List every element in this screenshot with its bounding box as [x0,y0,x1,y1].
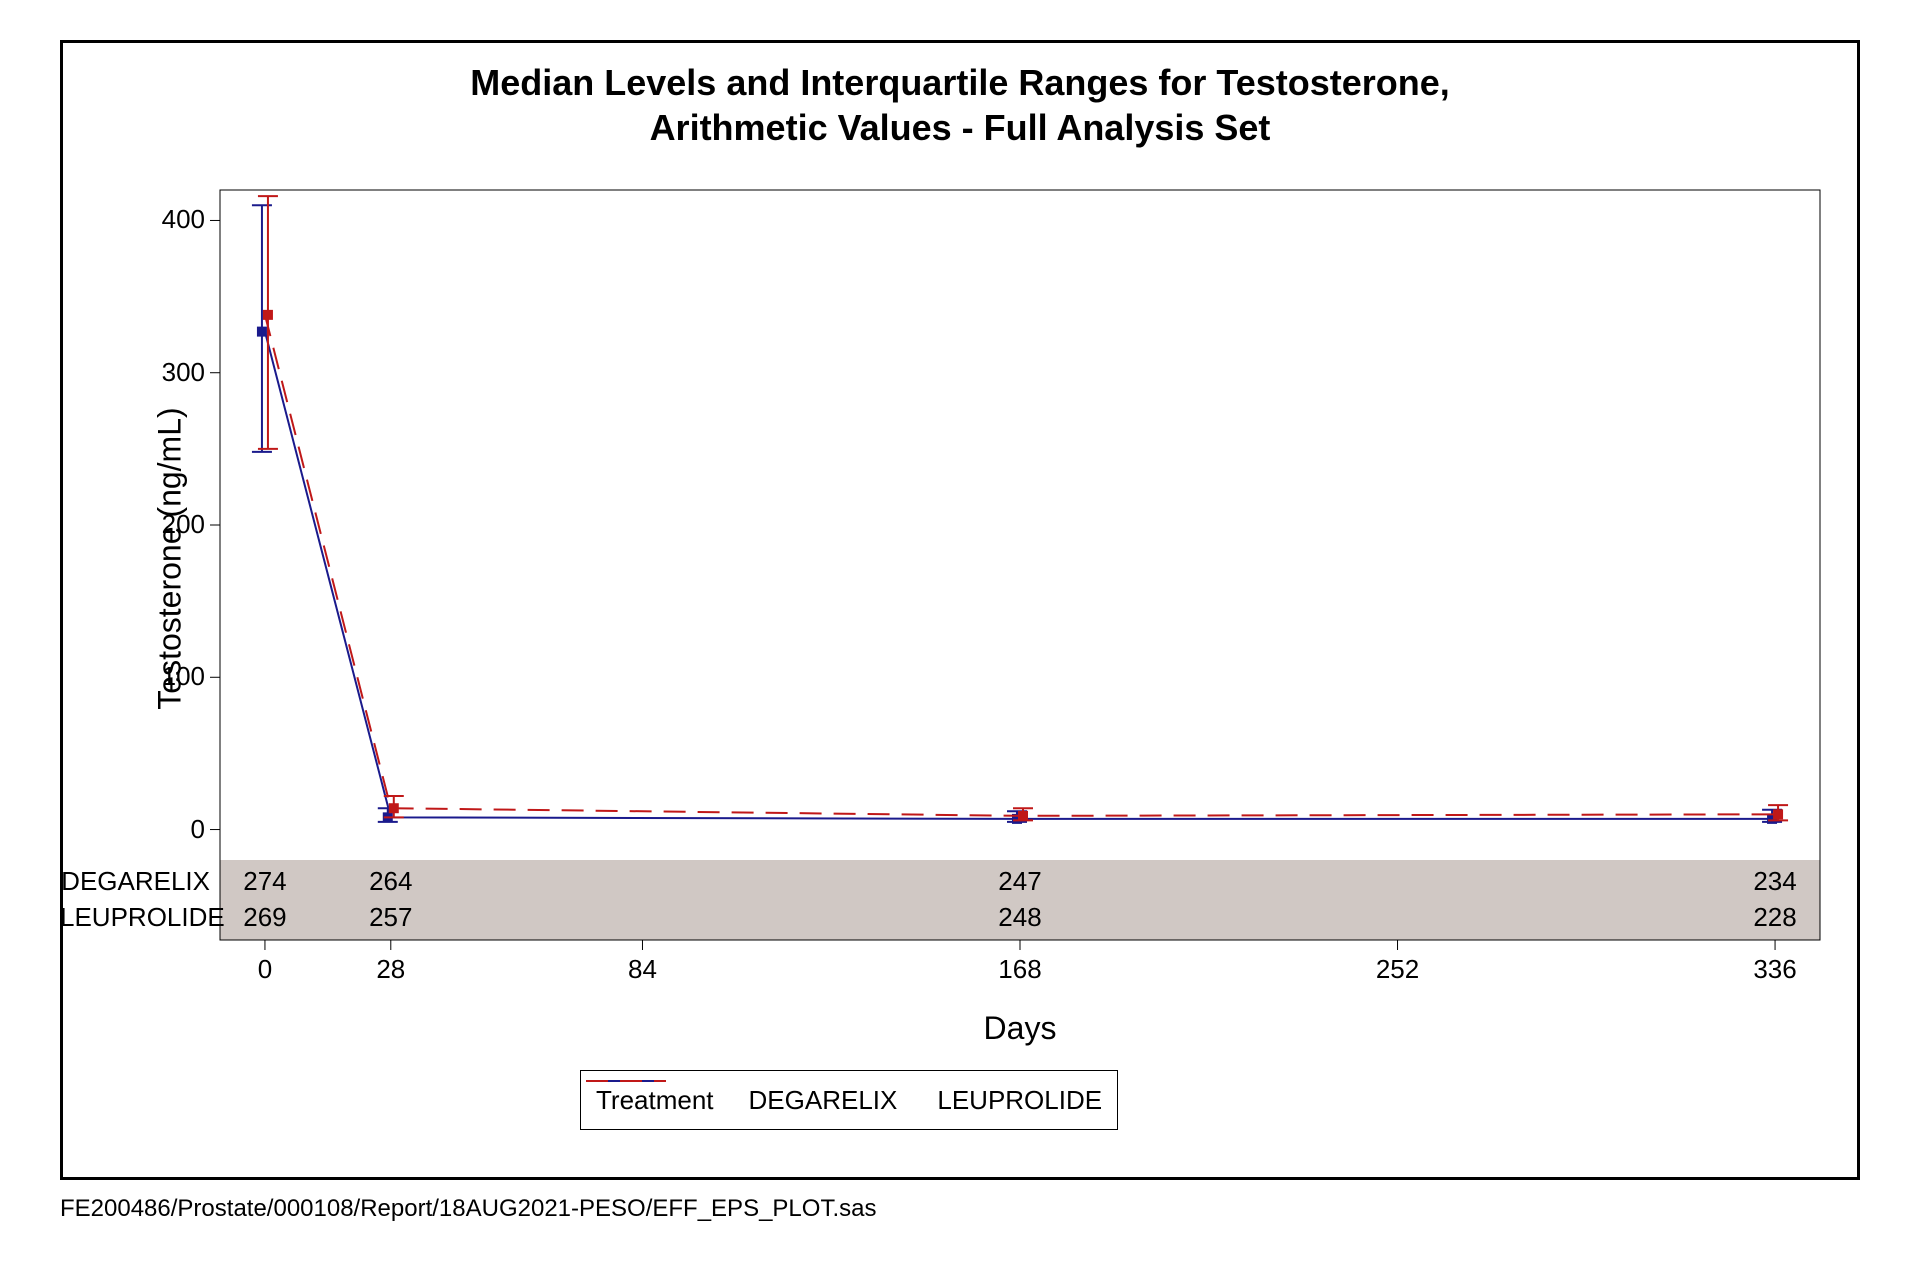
risk-LEUPROLIDE-0: 269 [225,902,305,933]
y-tick-100: 100 [130,661,205,692]
legend: Treatment DEGARELIX LEUPROLIDE [580,1070,1118,1130]
outer-frame [60,40,1860,1180]
y-tick-200: 200 [130,509,205,540]
x-tick-28: 28 [351,954,431,985]
title-line-2: Arithmetic Values - Full Analysis Set [60,105,1860,150]
risk-DEGARELIX-168: 247 [980,866,1060,897]
risk-DEGARELIX-0: 274 [225,866,305,897]
x-tick-0: 0 [225,954,305,985]
risk-LEUPROLIDE-336: 228 [1735,902,1815,933]
legend-item-leuprolide: LEUPROLIDE [927,1085,1102,1116]
y-tick-0: 0 [130,814,205,845]
risk-label-degarelix: DEGARELIX [60,866,210,897]
x-tick-84: 84 [602,954,682,985]
x-tick-336: 336 [1735,954,1815,985]
risk-LEUPROLIDE-168: 248 [980,902,1060,933]
x-tick-252: 252 [1358,954,1438,985]
y-axis-label: Testosterone (ng/mL) [152,359,189,759]
x-axis-label: Days [220,1010,1820,1047]
footnote: FE200486/Prostate/000108/Report/18AUG202… [60,1195,876,1223]
y-tick-400: 400 [130,204,205,235]
risk-DEGARELIX-336: 234 [1735,866,1815,897]
chart-container: Median Levels and Interquartile Ranges f… [0,0,1920,1280]
legend-item-degarelix: DEGARELIX [739,1085,898,1116]
risk-label-leuprolide: LEUPROLIDE [60,902,210,933]
y-tick-300: 300 [130,357,205,388]
risk-DEGARELIX-28: 264 [351,866,431,897]
chart-title: Median Levels and Interquartile Ranges f… [60,60,1860,150]
risk-LEUPROLIDE-28: 257 [351,902,431,933]
x-tick-168: 168 [980,954,1060,985]
title-line-1: Median Levels and Interquartile Ranges f… [60,60,1860,105]
legend-title: Treatment [596,1085,714,1116]
